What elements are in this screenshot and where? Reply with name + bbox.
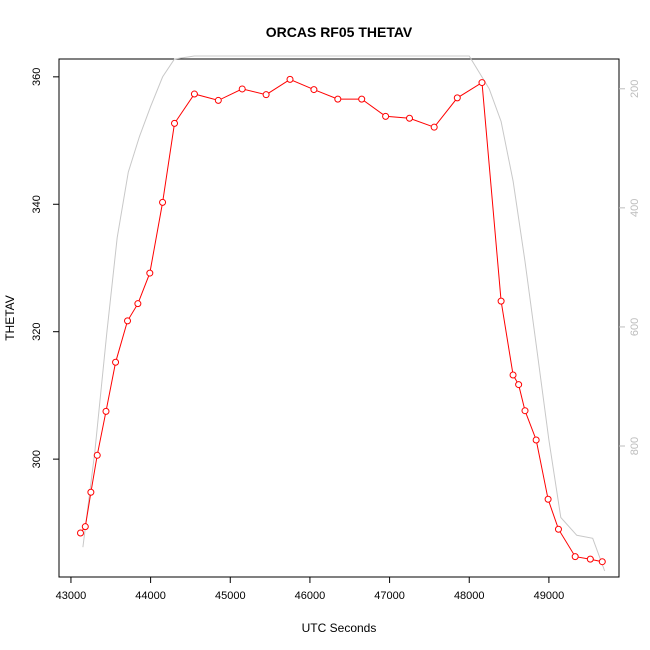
y-tick-label: 360: [31, 68, 43, 86]
data-point: [497, 297, 505, 305]
y2-tick-label: 200: [629, 80, 641, 98]
plot-area: [58, 58, 620, 578]
data-point: [134, 300, 142, 308]
data-point: [586, 555, 594, 563]
y-axis: 300 320 340 360: [31, 68, 60, 468]
data-point: [190, 90, 198, 98]
x-tick-label: 43000: [56, 590, 87, 602]
y2-tick-label: 600: [629, 318, 641, 336]
x-tick-label: 44000: [135, 590, 166, 602]
secondary-series-line: [82, 55, 606, 572]
data-point: [238, 85, 246, 93]
data-point: [571, 553, 579, 561]
data-point: [334, 95, 342, 103]
x-axis: 43000 44000 45000 46000 47000 48000 49000: [56, 576, 565, 602]
data-point: [77, 529, 85, 537]
data-point: [262, 91, 270, 99]
data-point: [112, 358, 120, 366]
x-tick-label: 47000: [374, 590, 405, 602]
y-tick-label: 320: [31, 323, 43, 341]
y-tick-label: 300: [31, 450, 43, 468]
y-axis-label: THETAV: [3, 295, 17, 341]
data-point: [554, 525, 562, 533]
secondary-y-axis: 200 400 600 800: [619, 80, 641, 455]
data-point: [515, 381, 523, 389]
x-tick-label: 46000: [295, 590, 326, 602]
data-point: [453, 94, 461, 102]
y2-tick-label: 400: [629, 199, 641, 217]
data-point: [146, 269, 154, 277]
data-point: [81, 523, 89, 531]
data-point: [509, 371, 517, 379]
data-point: [310, 86, 318, 94]
x-axis-label: UTC Seconds: [302, 621, 377, 635]
data-point: [521, 407, 529, 415]
data-point: [93, 451, 101, 459]
data-point: [405, 114, 413, 122]
data-point: [214, 96, 222, 104]
data-point: [478, 79, 486, 87]
data-point: [159, 198, 167, 206]
data-point: [286, 75, 294, 83]
data-point: [87, 488, 95, 496]
x-tick-label: 48000: [454, 590, 485, 602]
y2-tick-label: 800: [629, 437, 641, 455]
data-point: [171, 119, 179, 127]
data-point: [102, 407, 110, 415]
x-tick-label: 49000: [534, 590, 565, 602]
data-point: [532, 436, 540, 444]
data-point: [598, 558, 606, 566]
data-point: [430, 123, 438, 131]
data-point: [382, 112, 390, 120]
x-tick-label: 45000: [215, 590, 246, 602]
primary-series-line: [80, 78, 603, 563]
series-layer: [77, 55, 606, 572]
data-point: [544, 495, 552, 503]
y-tick-label: 340: [31, 195, 43, 213]
chart-title: ORCAS RF05 THETAV: [266, 24, 413, 40]
data-point: [358, 95, 366, 103]
data-point: [124, 317, 132, 325]
